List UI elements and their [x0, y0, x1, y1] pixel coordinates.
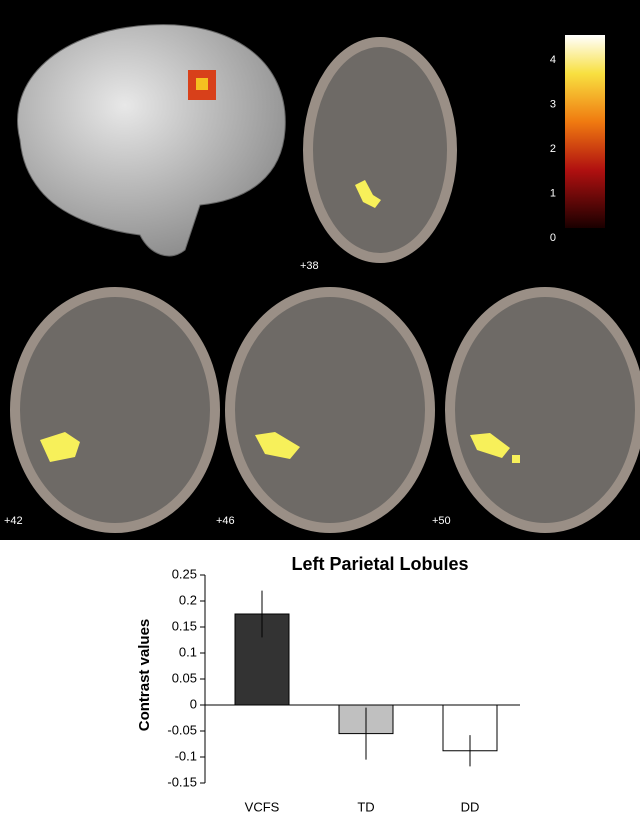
x-tick-label: TD	[357, 799, 374, 814]
colorbar	[565, 35, 605, 228]
slice-label: +50	[432, 515, 451, 527]
x-tick-label: DD	[461, 799, 480, 814]
slice-label: +46	[216, 515, 235, 527]
colorbar-tick-label: 1	[550, 187, 556, 199]
chart-title: Left Parietal Lobules	[291, 554, 468, 574]
y-axis-label: Contrast values	[136, 619, 153, 732]
y-tick-label: -0.1	[175, 748, 197, 763]
y-tick-label: 0.05	[172, 670, 197, 685]
y-tick-label: -0.05	[167, 722, 197, 737]
y-tick-label: 0	[190, 696, 197, 711]
y-tick-label: -0.15	[167, 774, 197, 789]
colorbar-tick-label: 3	[550, 98, 556, 110]
y-tick-label: 0.15	[172, 618, 197, 633]
y-tick-label: 0.2	[179, 592, 197, 607]
slice-label: +38	[300, 260, 319, 272]
y-tick-label: 0.1	[179, 644, 197, 659]
page: {"brain_panel": {"slice_labels": ["+38",…	[0, 0, 640, 823]
x-tick-label: VCFS	[245, 799, 280, 814]
y-tick-label: 0.25	[172, 566, 197, 581]
slice-label: +42	[4, 515, 23, 527]
colorbar-tick-label: 0	[550, 232, 556, 244]
colorbar-tick-label: 2	[550, 143, 556, 155]
figure: Left Parietal Lobules Contrast values +3…	[0, 0, 640, 823]
colorbar-tick-label: 4	[550, 54, 556, 66]
